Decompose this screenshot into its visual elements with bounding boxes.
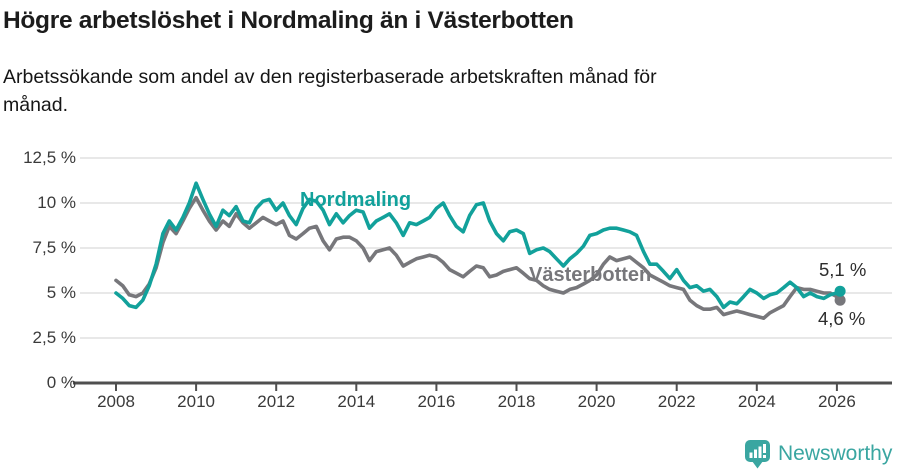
newsworthy-logo-text: Newsworthy xyxy=(778,442,893,465)
y-tick-label: 12,5 % xyxy=(23,148,76,167)
newsworthy-pin-chart-icon xyxy=(745,440,770,469)
end-dot-nordmaling xyxy=(834,285,846,297)
x-tick-label: 2020 xyxy=(577,392,616,411)
y-tick-label: 0 % xyxy=(46,373,76,392)
x-tick-label: 2012 xyxy=(257,392,296,411)
series-line-nordmaling xyxy=(114,181,842,310)
newsworthy-logo: Newsworthy xyxy=(744,439,892,469)
x-tick-label: 2016 xyxy=(417,392,456,411)
end-dot-västerbotten xyxy=(834,294,846,306)
chart-subtitle: Arbetssökande som andel av den registerb… xyxy=(3,66,657,117)
series-line-västerbotten xyxy=(114,195,842,321)
y-tick-label: 2,5 % xyxy=(32,328,76,347)
series-label-nordmaling: Nordmaling xyxy=(300,189,412,211)
x-tick-label: 2014 xyxy=(337,392,376,411)
end-value-label-vasterbotten: 4,6 % xyxy=(818,308,866,329)
y-tick-label: 7,5 % xyxy=(32,238,76,257)
chart-title: Högre arbetslöshet i Nordmaling än i Väs… xyxy=(3,7,574,34)
y-tick-label: 5 % xyxy=(46,283,76,302)
x-tick-label: 2026 xyxy=(817,392,856,411)
x-tick-label: 2010 xyxy=(177,392,215,411)
line-chart-canvas xyxy=(73,157,892,391)
y-tick-label: 10 % xyxy=(37,193,76,212)
end-value-label-nordmaling: 5,1 % xyxy=(819,259,867,280)
series-label-vasterbotten: Västerbotten xyxy=(529,264,652,286)
x-tick-label: 2022 xyxy=(657,392,696,411)
x-tick-label: 2008 xyxy=(97,392,135,411)
x-tick-label: 2018 xyxy=(497,392,536,411)
x-tick-label: 2024 xyxy=(737,392,776,411)
